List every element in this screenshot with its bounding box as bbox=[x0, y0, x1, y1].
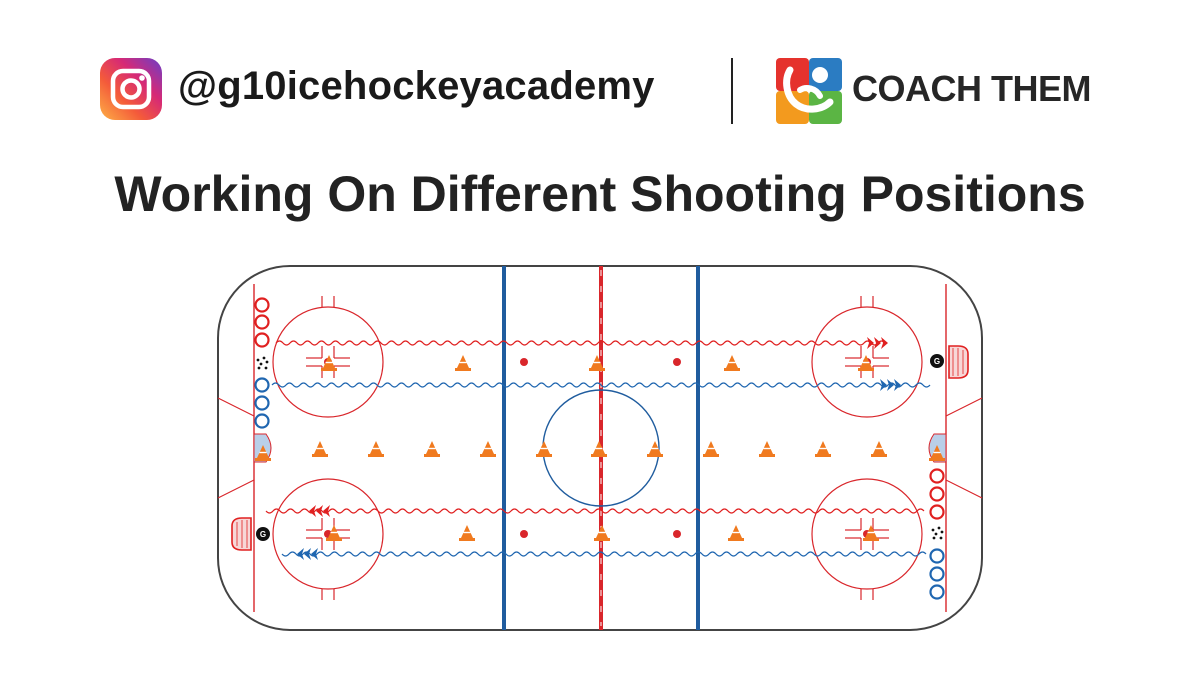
neutral-dot bbox=[673, 530, 681, 538]
blue-line-left bbox=[502, 266, 506, 630]
neutral-dot bbox=[520, 530, 528, 538]
red-skate-path-top bbox=[275, 340, 886, 346]
header-bar: @g10icehockeyacademy COACH THEM bbox=[0, 50, 1200, 130]
neutral-dot bbox=[673, 358, 681, 366]
red-arrow-left bbox=[309, 505, 330, 517]
neutral-dot bbox=[520, 358, 528, 366]
faceoff-circle-bottom-right bbox=[811, 478, 923, 600]
goal-net-left bbox=[231, 517, 252, 551]
red-players-right bbox=[929, 468, 945, 520]
blue-skate-path-top bbox=[271, 382, 931, 388]
blue-arrow-right bbox=[880, 379, 901, 391]
coach-them-logo[interactable] bbox=[776, 58, 842, 124]
blue-players-left bbox=[254, 377, 270, 429]
faceoff-circle-bottom-left bbox=[272, 478, 384, 600]
faceoff-circle-top-right bbox=[811, 296, 923, 418]
instagram-handle[interactable]: @g10icehockeyacademy bbox=[178, 64, 655, 108]
svg-text:G: G bbox=[260, 530, 266, 539]
red-players-left bbox=[254, 297, 270, 348]
page-title: Working On Different Shooting Positions bbox=[114, 166, 1086, 222]
pucks-left bbox=[256, 356, 269, 370]
goalie-left: G bbox=[256, 527, 270, 541]
hockey-rink-diagram: G G bbox=[217, 265, 983, 631]
instagram-icon[interactable] bbox=[100, 58, 162, 120]
red-skate-path-bottom bbox=[265, 508, 925, 514]
faceoff-circle-top-left bbox=[272, 296, 384, 418]
blue-line-right bbox=[696, 266, 700, 630]
goalie-right: G bbox=[930, 354, 944, 368]
brand-name[interactable]: COACH THEM bbox=[852, 68, 1091, 109]
header-divider bbox=[731, 58, 733, 124]
blue-skate-path-bottom bbox=[281, 551, 927, 557]
blue-arrow-left bbox=[297, 548, 318, 560]
red-arrow-right bbox=[867, 337, 888, 349]
pucks-right bbox=[931, 526, 944, 540]
blue-players-right bbox=[929, 548, 945, 600]
svg-text:G: G bbox=[934, 357, 940, 366]
goal-net-right bbox=[948, 345, 969, 379]
